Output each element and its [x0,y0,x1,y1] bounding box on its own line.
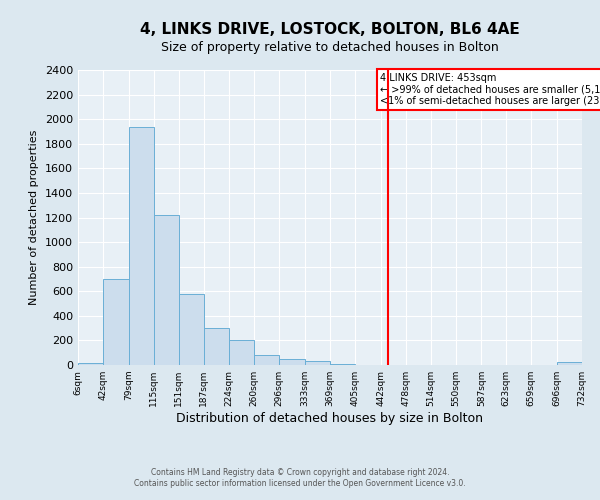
Bar [305,362,330,365]
Bar [203,328,229,365]
Y-axis label: Number of detached properties: Number of detached properties [29,130,40,305]
Bar [179,294,203,365]
Text: Contains HM Land Registry data © Crown copyright and database right 2024.
Contai: Contains HM Land Registry data © Crown c… [134,468,466,487]
Bar [280,360,305,365]
Bar [154,215,179,365]
Text: 4 LINKS DRIVE: 453sqm
← >99% of detached houses are smaller (5,123)
<1% of semi-: 4 LINKS DRIVE: 453sqm ← >99% of detached… [380,73,600,106]
Text: Size of property relative to detached houses in Bolton: Size of property relative to detached ho… [161,41,499,54]
Bar [254,355,280,365]
Bar [557,362,582,365]
X-axis label: Distribution of detached houses by size in Bolton: Distribution of detached houses by size … [176,412,484,425]
Bar [330,364,355,365]
Text: 4, LINKS DRIVE, LOSTOCK, BOLTON, BL6 4AE: 4, LINKS DRIVE, LOSTOCK, BOLTON, BL6 4AE [140,22,520,38]
Bar [103,279,128,365]
Bar [128,126,154,365]
Bar [229,340,254,365]
Bar [78,363,103,365]
